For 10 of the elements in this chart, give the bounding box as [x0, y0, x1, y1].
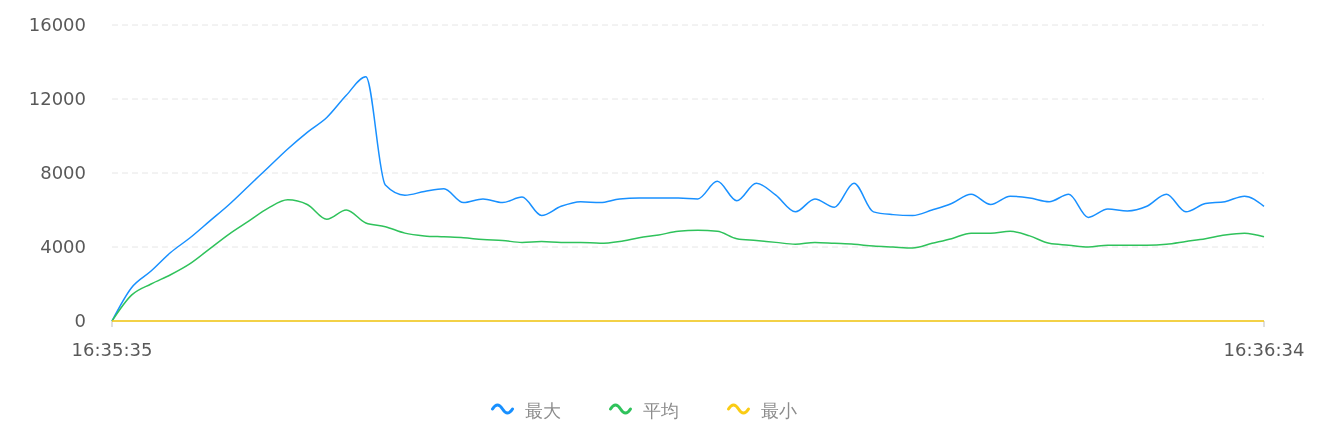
legend-label: 平均 — [642, 400, 679, 422]
legend-label: 最小 — [760, 400, 797, 422]
y-tick-label: 0 — [74, 310, 86, 332]
x-tick-label: 16:36:34 — [1223, 339, 1305, 360]
y-tick-label: 12000 — [28, 88, 86, 110]
y-tick-label: 4000 — [40, 236, 86, 258]
y-tick-label: 8000 — [40, 162, 86, 184]
y-tick-label: 16000 — [28, 14, 86, 36]
legend-label: 最大 — [524, 400, 561, 422]
x-tick-label: 16:35:35 — [71, 339, 153, 360]
